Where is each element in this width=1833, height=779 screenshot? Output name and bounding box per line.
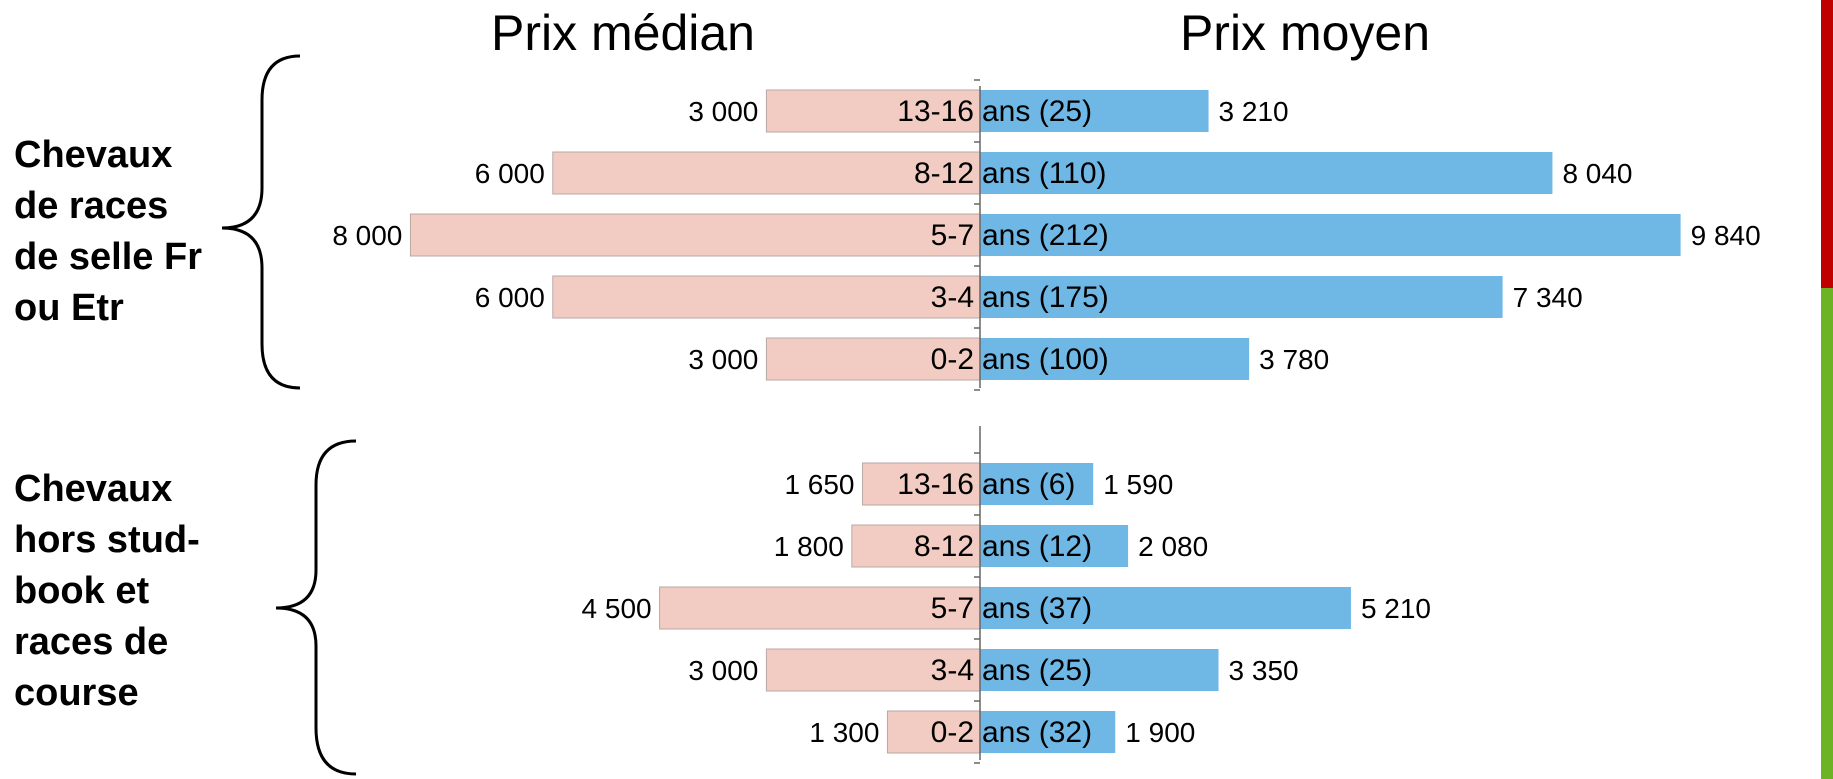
group-bracket-1 <box>275 439 357 776</box>
median-bar <box>409 213 981 257</box>
median-bar <box>765 337 981 381</box>
category-label-age: 3-4 <box>931 654 974 687</box>
category-label-age: 0-2 <box>931 343 974 376</box>
mean-value-label: 2 080 <box>1138 531 1208 562</box>
mean-value-label: 3 780 <box>1259 344 1329 375</box>
mean-value-label: 7 340 <box>1513 282 1583 313</box>
category-label-age: 8-12 <box>914 530 974 563</box>
median-value-label: 8 000 <box>332 220 402 251</box>
mean-value-label: 1 900 <box>1125 717 1195 748</box>
category-label-count: ans (6) <box>982 468 1075 501</box>
median-value-label: 3 000 <box>688 96 758 127</box>
mean-bar <box>980 90 1209 132</box>
category-label-age: 5-7 <box>931 592 974 625</box>
median-bar <box>862 462 981 506</box>
mean-bar <box>980 338 1250 380</box>
mean-bar <box>980 276 1503 318</box>
category-label-count: ans (100) <box>982 343 1109 376</box>
median-bar <box>765 648 981 692</box>
category-label-count: ans (212) <box>982 219 1109 252</box>
category-label-count: ans (32) <box>982 716 1092 749</box>
header-mean: Prix moyen <box>1180 5 1430 61</box>
category-label-age: 8-12 <box>914 157 974 190</box>
median-value-label: 4 500 <box>582 593 652 624</box>
median-bar <box>552 275 981 319</box>
median-bar <box>765 89 981 133</box>
header-median: Prix médian <box>491 5 755 61</box>
category-label-count: ans (175) <box>982 281 1109 314</box>
mean-bar <box>980 152 1553 194</box>
median-value-label: 3 000 <box>688 344 758 375</box>
mean-bar <box>980 711 1116 753</box>
accent-stripe-green <box>1821 288 1833 779</box>
accent-stripe-red <box>1821 0 1833 288</box>
mean-value-label: 3 210 <box>1219 96 1289 127</box>
category-label-age: 3-4 <box>931 281 974 314</box>
median-bar <box>851 524 981 568</box>
category-label-age: 5-7 <box>931 219 974 252</box>
mean-bar <box>980 587 1351 629</box>
median-value-label: 6 000 <box>475 158 545 189</box>
mean-bar <box>980 463 1094 505</box>
median-value-label: 1 300 <box>809 717 879 748</box>
category-label-count: ans (12) <box>982 530 1092 563</box>
mean-bar <box>980 525 1129 567</box>
median-bar <box>886 710 981 754</box>
category-label-age: 13-16 <box>897 468 974 501</box>
group-label-non-studbook: Chevaux hors stud- book et races de cour… <box>14 468 200 714</box>
category-label-count: ans (25) <box>982 95 1092 128</box>
category-label-count: ans (110) <box>982 157 1107 190</box>
median-bar <box>659 586 981 630</box>
median-value-label: 6 000 <box>475 282 545 313</box>
category-label-age: 0-2 <box>931 716 974 749</box>
median-bar <box>552 151 981 195</box>
category-label-count: ans (25) <box>982 654 1092 687</box>
mean-value-label: 8 040 <box>1562 158 1632 189</box>
mean-value-label: 9 840 <box>1691 220 1761 251</box>
mean-value-label: 3 350 <box>1229 655 1299 686</box>
category-label-age: 13-16 <box>897 95 974 128</box>
mean-bar <box>980 649 1219 691</box>
median-value-label: 1 800 <box>774 531 844 562</box>
median-value-label: 1 650 <box>784 469 854 500</box>
mean-bar <box>980 214 1681 256</box>
group-bracket-0 <box>221 54 301 390</box>
group-label-saddle: Chevaux de races de selle Fr ou Etr <box>14 134 202 329</box>
category-label-count: ans (37) <box>982 592 1092 625</box>
mean-value-label: 1 590 <box>1103 469 1173 500</box>
median-value-label: 3 000 <box>688 655 758 686</box>
mean-value-label: 5 210 <box>1361 593 1431 624</box>
